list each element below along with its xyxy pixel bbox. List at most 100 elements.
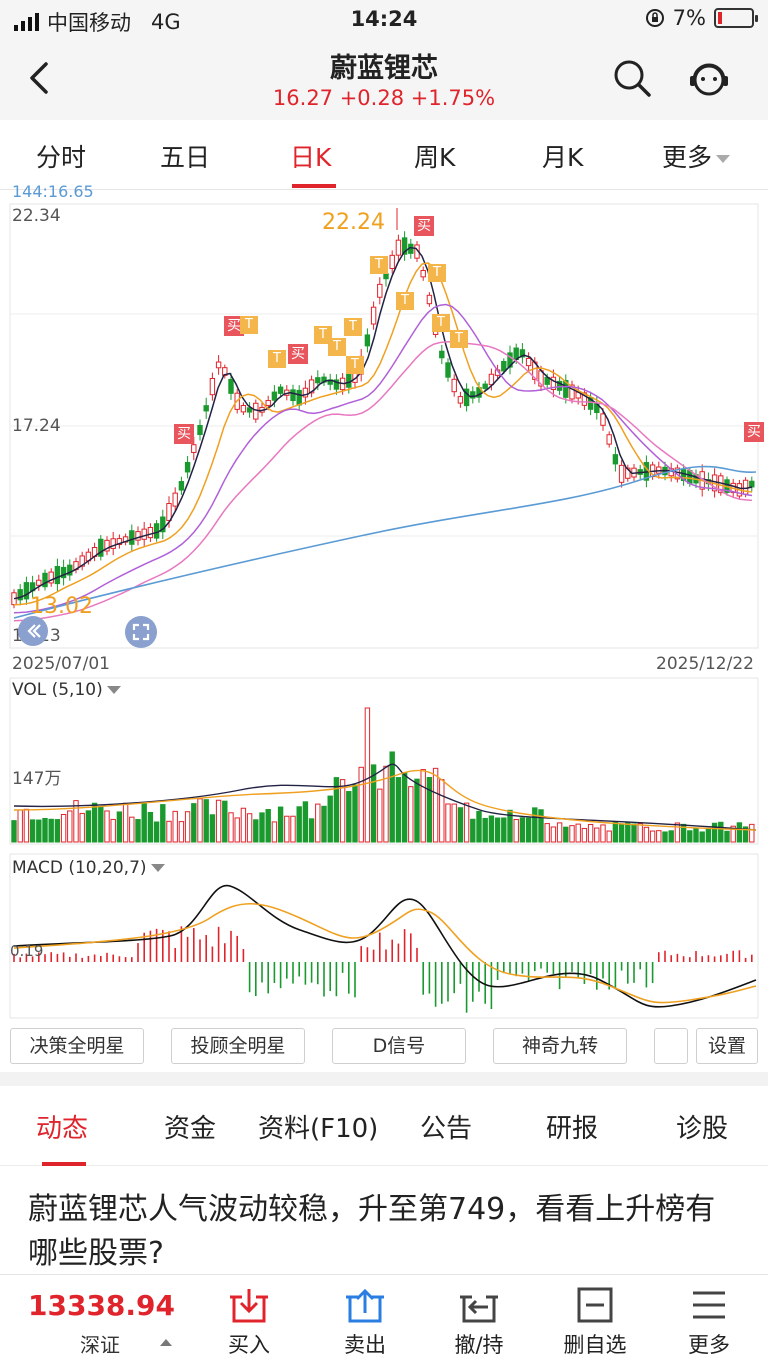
tab-research[interactable]: 研报 xyxy=(546,1114,599,1144)
candle-body xyxy=(60,566,67,579)
remove-watchlist-icon xyxy=(577,1287,613,1323)
buy-signal-tag[interactable]: 买 xyxy=(288,344,308,364)
candle-body xyxy=(36,579,42,586)
candle-body xyxy=(749,480,755,488)
candle-body xyxy=(389,254,395,270)
volume-bar xyxy=(550,826,557,843)
candle-body xyxy=(401,237,408,255)
t-signal-tag[interactable]: T xyxy=(328,338,346,356)
tab-daily-k[interactable]: 日K xyxy=(290,143,332,172)
volume-bar xyxy=(85,810,92,843)
t-signal-tag[interactable]: T xyxy=(344,318,362,336)
volume-bar xyxy=(414,778,420,843)
t-signal-tag[interactable]: T xyxy=(370,256,388,274)
tab-announcements[interactable]: 公告 xyxy=(420,1114,473,1144)
volume-bar xyxy=(439,779,445,843)
volume-bar xyxy=(346,791,352,843)
t-signal-tag[interactable]: T xyxy=(450,330,468,348)
indicator-hidden[interactable] xyxy=(654,1028,688,1064)
t-signal-tag[interactable]: T xyxy=(396,292,414,310)
chevron-up-icon[interactable] xyxy=(160,1339,172,1346)
candle-body xyxy=(277,386,284,394)
tab-weekly-k[interactable]: 周K xyxy=(414,143,456,172)
indicator-settings[interactable]: 设置 xyxy=(696,1028,758,1064)
indicator-d-signal[interactable]: D信号 xyxy=(332,1028,466,1064)
candle-body xyxy=(315,377,321,384)
more-button[interactable]: 更多 xyxy=(664,1285,754,1359)
tab-f10[interactable]: 资料(F10) xyxy=(258,1114,379,1144)
customer-service-icon[interactable] xyxy=(686,56,732,100)
chevron-down-icon xyxy=(106,686,121,694)
indicator-magic-nine[interactable]: 神奇九转 xyxy=(493,1028,627,1064)
volume-bar xyxy=(594,827,600,843)
scroll-left-button[interactable] xyxy=(18,616,48,646)
t-signal-tag[interactable]: T xyxy=(268,350,286,368)
index-value[interactable]: 13338.94 xyxy=(28,1289,176,1322)
indicator-decision-star[interactable]: 决策全明星 xyxy=(10,1028,144,1064)
chevron-down-icon xyxy=(716,155,731,163)
tab-funds[interactable]: 资金 xyxy=(164,1114,217,1144)
stock-header: 蔚蓝锂芯 16.27 +0.28 +1.75% xyxy=(0,40,768,120)
tab-diagnosis[interactable]: 诊股 xyxy=(676,1114,729,1144)
volume-bar xyxy=(110,818,116,843)
volume-bar xyxy=(166,820,172,843)
tab-news[interactable]: 动态 xyxy=(36,1114,89,1144)
index-name[interactable]: 深证 xyxy=(80,1333,120,1357)
volume-bar xyxy=(544,823,550,843)
volume-bar xyxy=(377,788,383,843)
remove-watchlist-button[interactable]: 删自选 xyxy=(550,1285,640,1359)
price-mid-label: 17.24 xyxy=(12,416,61,436)
search-icon[interactable] xyxy=(612,58,652,98)
buy-signal-tag[interactable]: 买 xyxy=(174,424,194,444)
fullscreen-button[interactable] xyxy=(125,616,157,648)
candle-body xyxy=(42,572,48,588)
tab-monthly-k[interactable]: 月K xyxy=(542,143,584,172)
candle-body xyxy=(147,526,154,539)
buy-icon xyxy=(230,1289,268,1323)
t-signal-tag[interactable]: T xyxy=(346,356,364,374)
volume-bar xyxy=(389,751,395,843)
volume-bar xyxy=(290,815,296,843)
candle-body xyxy=(383,273,389,280)
volume-bar xyxy=(724,830,730,843)
buy-signal-tag[interactable]: 买 xyxy=(224,316,244,336)
candle-body xyxy=(377,283,383,298)
sell-button[interactable]: 卖出 xyxy=(320,1285,410,1359)
volume-bar xyxy=(631,823,637,843)
news-headline[interactable]: 蔚蓝锂芯人气波动较稳，升至第749，看看上升榜有哪些股票? xyxy=(28,1192,716,1271)
volume-indicator-label[interactable]: VOL (5,10) xyxy=(12,680,121,700)
macd-indicator-label[interactable]: MACD (10,20,7) xyxy=(12,858,165,878)
tab-intraday[interactable]: 分时 xyxy=(36,143,87,172)
volume-bar xyxy=(532,807,538,843)
t-signal-tag[interactable]: T xyxy=(428,264,446,282)
volume-bar xyxy=(656,830,662,843)
clock: 14:24 xyxy=(350,7,418,31)
tab-more[interactable]: 更多 xyxy=(662,138,731,174)
kline-chart[interactable]: 144:16.65 22.34 17.24 12.13 22.24 13.02 … xyxy=(0,182,768,1020)
volume-bar xyxy=(358,766,364,843)
candle-body xyxy=(166,503,172,521)
buy-signal-tag[interactable]: 买 xyxy=(744,422,764,442)
tab-five-day[interactable]: 五日 xyxy=(160,143,211,172)
t-signal-tag[interactable]: T xyxy=(432,314,450,332)
candle-body xyxy=(116,538,123,545)
candle-body xyxy=(110,538,116,549)
active-tab-indicator xyxy=(292,184,336,188)
candle-body xyxy=(271,391,278,401)
volume-scale-label: 147万 xyxy=(12,769,62,789)
back-arrow-icon[interactable] xyxy=(22,58,58,98)
buy-signal-tag[interactable]: 买 xyxy=(414,216,434,236)
volume-bar xyxy=(420,769,426,843)
volume-bar xyxy=(606,830,612,843)
t-signal-tag[interactable]: T xyxy=(314,326,332,344)
buy-button[interactable]: 买入 xyxy=(204,1285,294,1359)
volume-bar xyxy=(625,822,631,843)
indicator-advisor-star[interactable]: 投顾全明星 xyxy=(171,1028,305,1064)
volume-bar xyxy=(327,795,333,843)
volume-bar xyxy=(370,764,377,843)
candle-body xyxy=(420,269,426,278)
t-signal-tag[interactable]: T xyxy=(240,316,258,334)
cancel-hold-button[interactable]: 撤/持 xyxy=(434,1285,524,1359)
candle-body xyxy=(333,379,340,390)
volume-bar xyxy=(315,803,321,843)
